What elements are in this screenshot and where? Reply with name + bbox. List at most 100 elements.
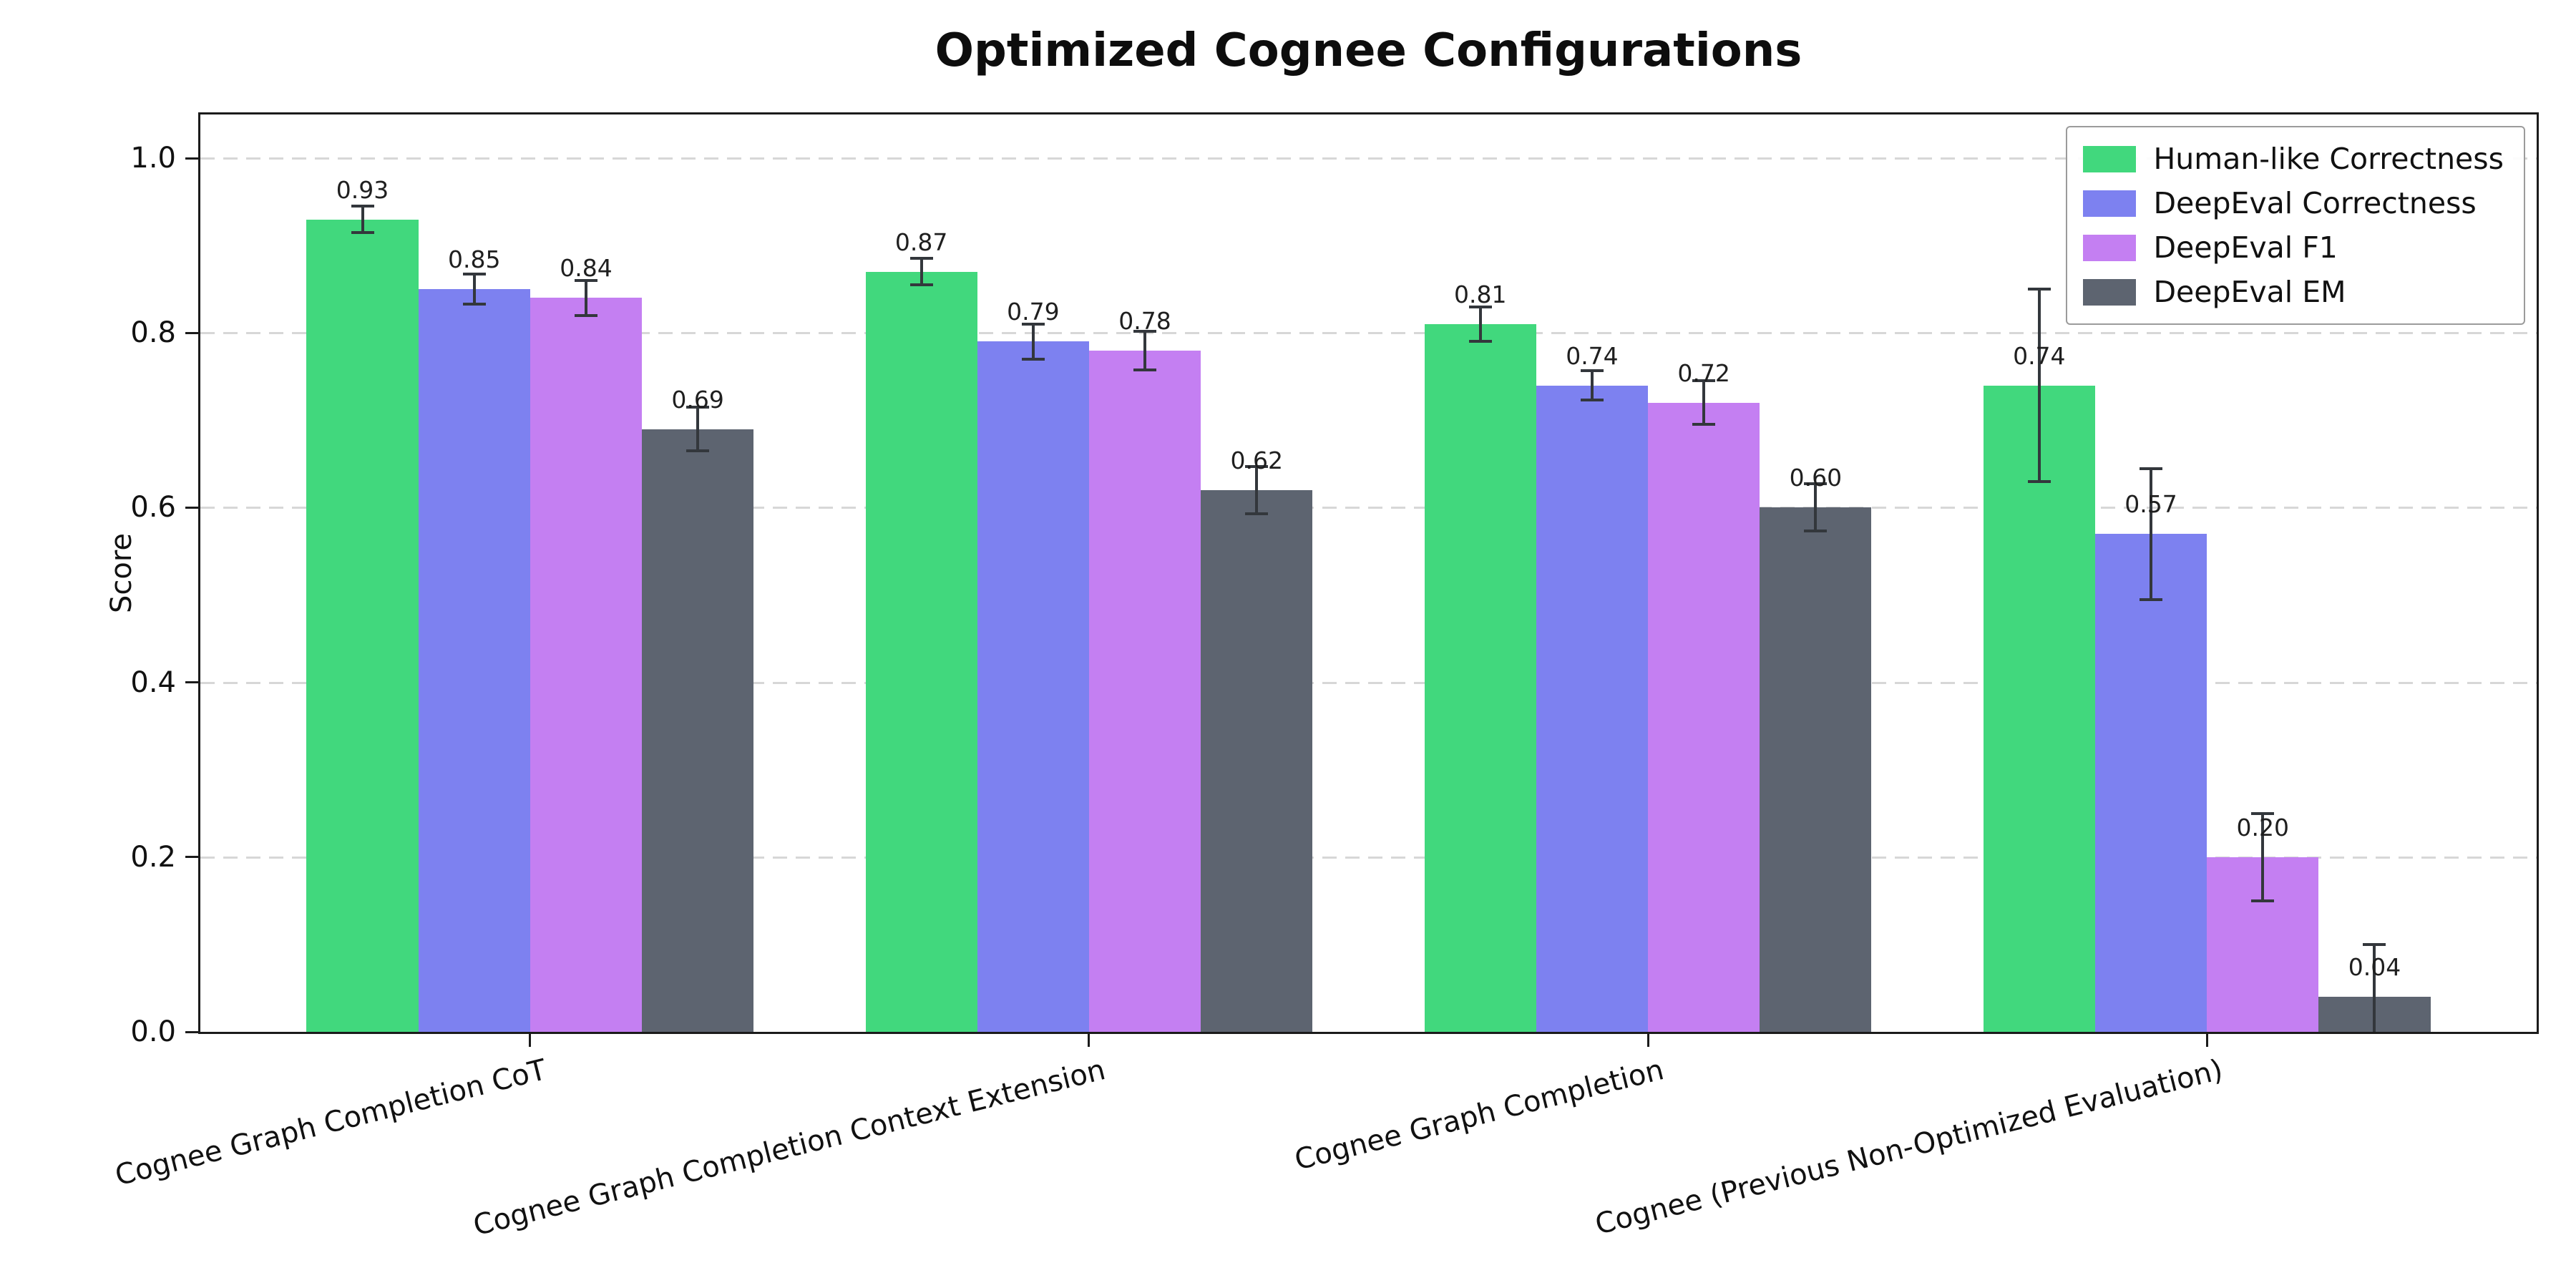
bar-value-label: 0.93 bbox=[336, 175, 389, 204]
error-bar-cap bbox=[1021, 357, 1045, 361]
error-bar-cap bbox=[1245, 465, 1269, 469]
error-bar-cap bbox=[351, 205, 374, 208]
error-bar-cap bbox=[1245, 512, 1269, 515]
error-bar-cap bbox=[1133, 329, 1157, 333]
error-bar-cap bbox=[2140, 597, 2163, 601]
error-bar-cap bbox=[1580, 399, 1604, 402]
bar bbox=[530, 298, 643, 1032]
legend-swatch bbox=[2083, 234, 2137, 261]
error-bar-cap bbox=[462, 273, 486, 276]
plot-clip: 0.93 0.85 0.84 0.69 0.87 0.79 0.78 0.62 0.81 0.74… bbox=[200, 114, 2537, 1032]
gridline bbox=[200, 332, 2537, 335]
error-bar-cap bbox=[1580, 369, 1604, 372]
error-bar-cap bbox=[1692, 423, 1716, 426]
bar-value-label: 0.62 bbox=[1230, 447, 1284, 475]
error-bar-cap bbox=[1133, 368, 1157, 371]
error-bar bbox=[1814, 484, 1818, 532]
gridline bbox=[200, 157, 2537, 160]
x-tick-label: Cognee Graph Completion bbox=[1292, 1053, 1668, 1177]
bar-value-label: 0.04 bbox=[2348, 953, 2401, 982]
error-bar bbox=[584, 280, 587, 316]
bar-value-label: 0.84 bbox=[560, 254, 613, 283]
gridline bbox=[200, 856, 2537, 859]
y-tick-label: 0.8 bbox=[130, 316, 176, 350]
y-tick-mark bbox=[185, 157, 198, 160]
bar-value-label: 0.20 bbox=[2236, 813, 2289, 841]
error-bar bbox=[2261, 813, 2265, 901]
error-bar bbox=[1702, 381, 1706, 425]
plot-area: 0.93 0.85 0.84 0.69 0.87 0.79 0.78 0.62 0.81 0.74… bbox=[198, 112, 2539, 1034]
y-tick-label: 0.0 bbox=[130, 1015, 176, 1048]
bar bbox=[1648, 402, 1760, 1032]
legend-item-label: Human-like Correctness bbox=[2153, 142, 2504, 176]
error-bar bbox=[2373, 944, 2376, 1032]
y-tick-label: 1.0 bbox=[130, 142, 176, 175]
bar-value-label: 0.85 bbox=[447, 245, 501, 274]
bar bbox=[1983, 385, 2095, 1032]
bar-value-label: 0.78 bbox=[1118, 306, 1171, 335]
bar bbox=[865, 271, 977, 1032]
x-tick-label: Cognee Graph Completion Context Extensio… bbox=[469, 1053, 1109, 1243]
legend-item-label: DeepEval F1 bbox=[2153, 230, 2338, 265]
x-tick-mark bbox=[529, 1034, 532, 1047]
error-bar bbox=[1478, 306, 1482, 342]
bar bbox=[418, 289, 530, 1032]
bar-value-label: 0.69 bbox=[671, 385, 724, 414]
chart-title: Optimized Cognee Configurations bbox=[935, 24, 1802, 77]
bar bbox=[1201, 490, 1313, 1032]
error-bar-cap bbox=[2251, 811, 2275, 815]
error-bar-cap bbox=[686, 406, 710, 409]
bar-value-label: 0.81 bbox=[1453, 280, 1507, 309]
y-tick-mark bbox=[185, 681, 198, 684]
bar bbox=[1760, 507, 1872, 1032]
error-bar-cap bbox=[1021, 323, 1045, 326]
legend-swatch bbox=[2083, 145, 2137, 172]
y-tick-mark bbox=[185, 331, 198, 334]
x-tick-mark bbox=[2205, 1034, 2208, 1047]
x-tick-label: Cognee (Previous Non-Optimized Evaluatio… bbox=[1592, 1053, 2227, 1241]
y-tick-mark bbox=[185, 856, 198, 859]
bar bbox=[306, 219, 419, 1032]
bar-value-label: 0.87 bbox=[894, 228, 948, 256]
error-bar bbox=[1590, 370, 1594, 401]
error-bar bbox=[361, 206, 364, 233]
error-bar bbox=[472, 274, 476, 304]
bar bbox=[1424, 324, 1536, 1032]
error-bar-cap bbox=[909, 257, 933, 260]
bar-value-label: 0.72 bbox=[1677, 358, 1730, 387]
y-axis-label: Score bbox=[105, 532, 138, 614]
error-bar bbox=[2150, 468, 2153, 600]
y-tick-label: 0.4 bbox=[130, 665, 176, 699]
bar bbox=[1088, 350, 1201, 1032]
legend-item: Human-like Correctness bbox=[2083, 142, 2504, 176]
error-bar-cap bbox=[351, 230, 374, 234]
error-bar bbox=[919, 258, 923, 286]
error-bar-cap bbox=[2251, 899, 2275, 902]
error-bar bbox=[1255, 467, 1259, 514]
x-tick-mark bbox=[1088, 1034, 1091, 1047]
error-bar-cap bbox=[574, 313, 597, 317]
bar-value-label: 0.60 bbox=[1789, 464, 1843, 492]
error-bar-cap bbox=[686, 449, 710, 453]
gridline bbox=[200, 507, 2537, 509]
bar-value-label: 0.57 bbox=[2124, 490, 2177, 519]
legend-swatch bbox=[2083, 190, 2137, 217]
gridline bbox=[200, 681, 2537, 684]
bar-value-label: 0.79 bbox=[1007, 298, 1060, 326]
error-bar bbox=[2037, 289, 2041, 482]
y-tick-label: 0.6 bbox=[130, 491, 176, 525]
bar-value-label: 0.74 bbox=[2013, 341, 2066, 370]
y-tick-label: 0.2 bbox=[130, 840, 176, 874]
error-bar bbox=[696, 407, 700, 452]
legend-item-label: DeepEval Correctness bbox=[2153, 186, 2477, 220]
error-bar-cap bbox=[1804, 482, 1828, 486]
error-bar bbox=[1143, 331, 1147, 370]
error-bar-cap bbox=[909, 283, 933, 287]
error-bar-cap bbox=[1468, 305, 1492, 308]
error-bar-cap bbox=[2027, 288, 2051, 291]
bar bbox=[977, 341, 1089, 1032]
bar bbox=[642, 429, 754, 1032]
error-bar-cap bbox=[1468, 340, 1492, 343]
bar bbox=[2094, 534, 2207, 1032]
error-bar-cap bbox=[1692, 379, 1716, 383]
